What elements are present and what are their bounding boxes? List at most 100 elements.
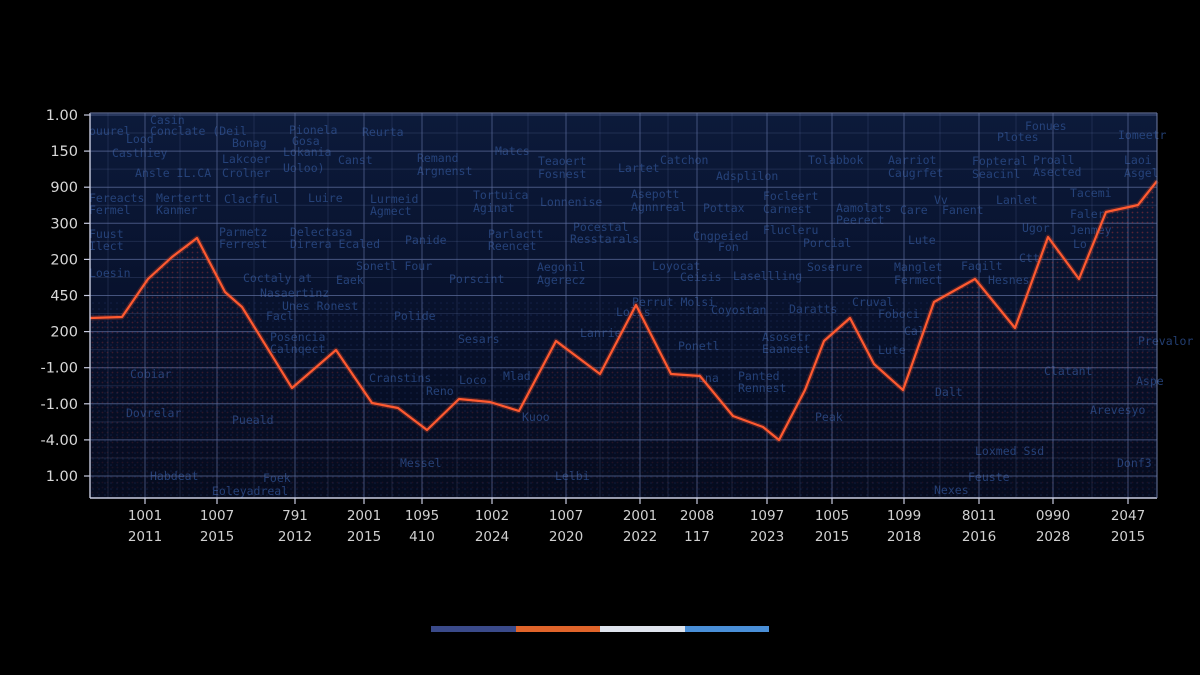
background-word: Coyostan: [711, 303, 766, 317]
background-word: Fonues: [1025, 119, 1067, 133]
x-tick-label-top: 8011: [962, 508, 996, 524]
background-word: Ceisis: [680, 270, 722, 284]
background-word: Ferrest: [219, 237, 267, 251]
background-word: Lonnenise: [540, 195, 602, 209]
background-word: Adsplilon: [716, 169, 778, 183]
background-word: Panide: [405, 233, 447, 247]
background-word: Cranstins: [369, 371, 431, 385]
background-word: Manglet: [894, 260, 942, 274]
x-tick-label-bottom: 410: [409, 529, 435, 545]
x-tick-label-top: 1095: [405, 508, 439, 524]
background-word: Soserure: [807, 260, 862, 274]
background-word: Peerect: [836, 213, 884, 227]
x-tick-label-bottom: 2015: [200, 529, 234, 545]
background-word: Casthiey: [112, 146, 167, 160]
background-word: Daratts: [789, 302, 837, 316]
background-word: Lurmeid: [370, 192, 418, 206]
x-tick-label-bottom: 2011: [128, 529, 162, 545]
y-tick-label: 150: [50, 144, 78, 160]
background-word: Lokania: [283, 145, 331, 159]
background-word: Teaoert: [538, 154, 586, 168]
background-word: Ponetl: [678, 339, 720, 353]
background-word: Iomeetr: [1118, 128, 1167, 142]
background-word: Aamolats: [836, 201, 891, 215]
x-tick-label-top: 2001: [623, 508, 657, 524]
background-word: Fermect: [894, 273, 942, 287]
x-tick-label-bottom: 2015: [347, 529, 381, 545]
background-word: Loesin: [89, 266, 131, 280]
background-word: Panted: [738, 369, 780, 383]
x-tick-label-bottom: 2015: [815, 529, 849, 545]
background-word: Lo: [1073, 237, 1087, 251]
background-word: Fanent: [942, 203, 984, 217]
background-word: Kanmer: [156, 203, 198, 217]
background-word: Proall: [1033, 153, 1075, 167]
background-word: Sonetl Four: [356, 259, 432, 273]
background-word: Uoloo): [283, 161, 325, 175]
legend-swatch-3: [600, 626, 685, 632]
background-word: Aegonil: [537, 260, 585, 274]
area-under-line: [90, 181, 1157, 498]
background-word: Conclate (Deil: [150, 124, 247, 138]
x-tick-label-top: 2001: [347, 508, 381, 524]
y-tick-label: -1.00: [40, 361, 78, 377]
x-tick-label-bottom: 2023: [750, 529, 784, 545]
background-word: Fereacts: [89, 191, 144, 205]
background-word: Seacinl: [972, 167, 1020, 181]
background-word: Faqilt: [961, 259, 1003, 273]
x-tick-label-top: 1099: [887, 508, 921, 524]
background-word: Fon: [718, 240, 739, 254]
background-word: Caugrfet: [888, 166, 943, 180]
background-word: Fermel: [89, 203, 131, 217]
background-word: Agnnreal: [631, 200, 686, 214]
background-word: Aginat: [473, 201, 515, 215]
background-word: Ilect: [89, 239, 124, 253]
background-word: Plotes: [997, 130, 1039, 144]
legend-swatch-4: [684, 626, 769, 632]
background-word: Parlactt: [488, 227, 543, 241]
background-word: Eaek: [336, 273, 364, 287]
background-word: Delectasa: [290, 225, 352, 239]
background-word: Pionela: [289, 123, 337, 137]
background-word: Canst: [338, 153, 373, 167]
x-tick-label-bottom: 2020: [549, 529, 583, 545]
background-word: Perrut Molsi: [632, 295, 715, 309]
background-word: Luire: [308, 191, 343, 205]
y-tick-label: -4.00: [40, 433, 78, 449]
background-word: Cal: [904, 324, 925, 338]
background-word: Catchon: [660, 153, 708, 167]
x-tick-label-bottom: 2016: [962, 529, 996, 545]
y-tick-label: 900: [50, 180, 78, 196]
y-tick-label: 1.00: [46, 469, 78, 485]
background-word: Mertertt: [156, 191, 211, 205]
x-tick-label-top: 2047: [1111, 508, 1145, 524]
x-tick-label-bottom: 117: [684, 529, 710, 545]
background-word: Reurta: [362, 125, 404, 139]
background-word: Cngpeied: [693, 229, 748, 243]
background-word: Bonag: [232, 136, 267, 150]
x-tick-label-top: 2008: [680, 508, 714, 524]
background-word: Rennest: [738, 381, 786, 395]
background-word: Unes Ronest: [282, 299, 358, 313]
x-tick-label-bottom: 2018: [887, 529, 921, 545]
y-axis-ticks: 1.00 150 900 300 200 450 200 -1.00 -1.00 -4.00 1.0…: [40, 108, 90, 485]
background-word: Lakcoer: [222, 152, 271, 166]
legend-color-bar: [431, 626, 769, 632]
x-tick-label-bottom: 2012: [278, 529, 312, 545]
x-tick-label-top: 0990: [1036, 508, 1070, 524]
background-word: Gosa: [292, 134, 320, 148]
background-word: Crolner: [222, 166, 271, 180]
y-tick-label: 300: [50, 216, 78, 232]
x-tick-label-top: 1097: [750, 508, 784, 524]
background-word: Lute: [878, 343, 906, 357]
background-word: Direra Ecaled: [290, 237, 380, 251]
background-word: Polide: [394, 309, 436, 323]
background-word: Remand: [417, 151, 459, 165]
data-line: [89, 180, 1158, 442]
background-word: Facl: [266, 309, 294, 323]
background-word: Loyocat: [652, 259, 700, 273]
background-word: Resstarals: [570, 232, 639, 246]
legend-swatch-2: [515, 626, 600, 632]
